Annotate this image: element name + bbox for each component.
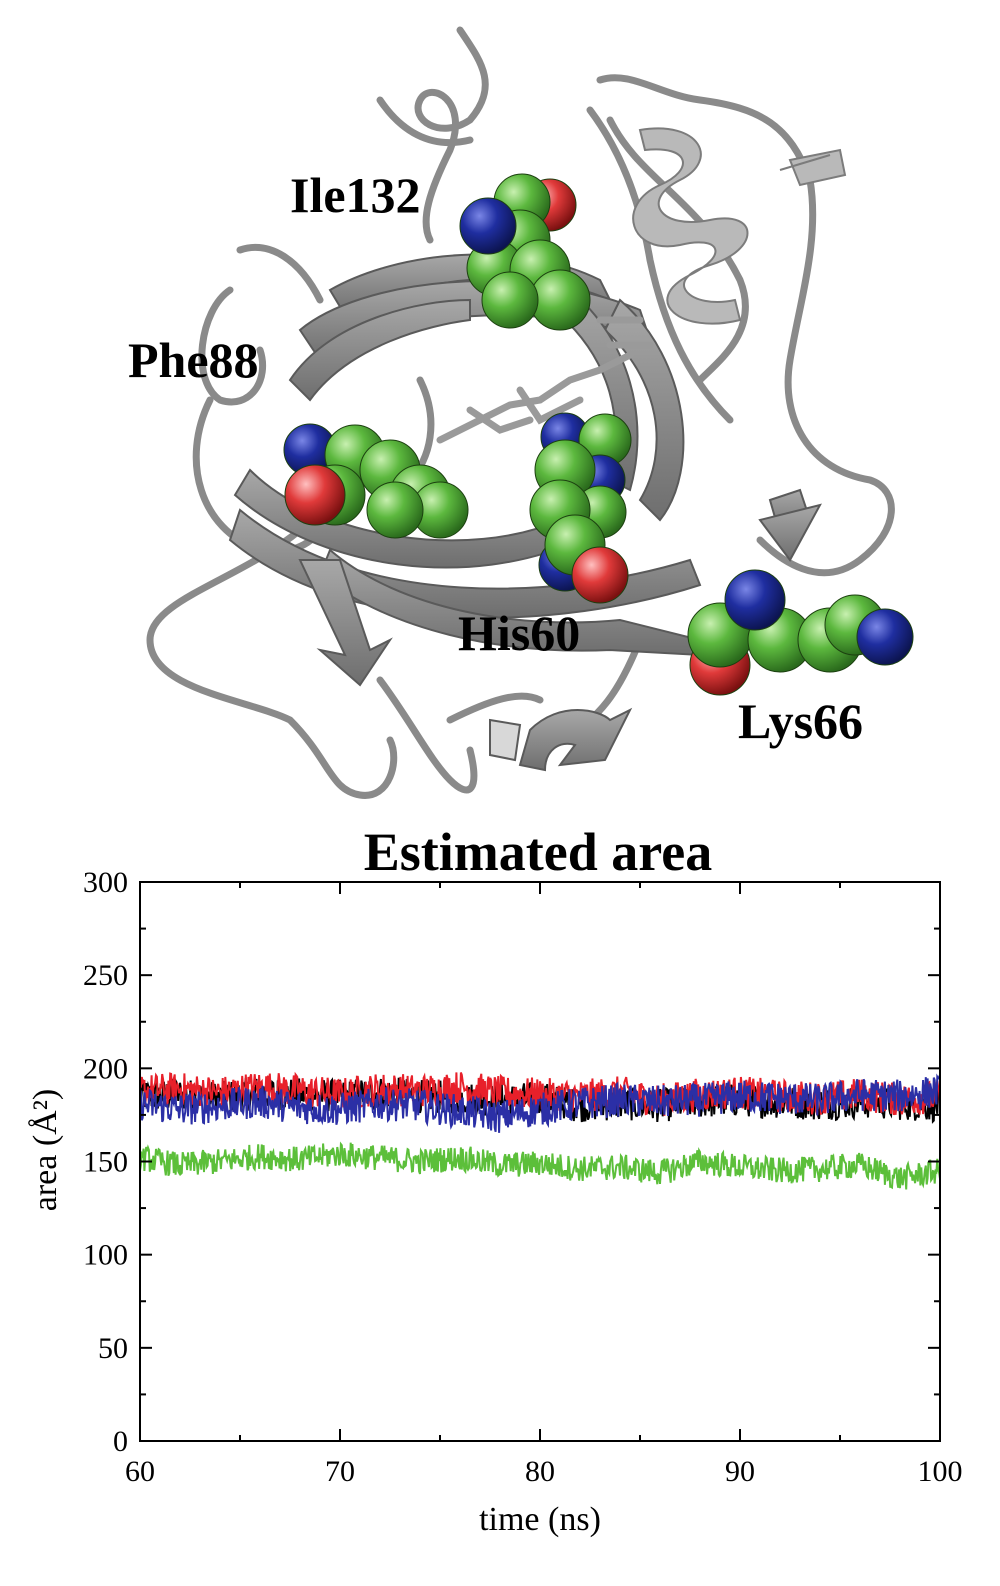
x-tick-label: 90	[725, 1455, 755, 1488]
x-tick-label: 80	[525, 1455, 555, 1488]
x-axis-label: time (ns)	[479, 1501, 601, 1538]
his60-spheres	[529, 412, 632, 604]
phe88-spheres	[283, 423, 469, 539]
x-tick-label: 70	[325, 1455, 355, 1488]
y-tick-label: 0	[113, 1425, 128, 1458]
plot-series	[139, 1071, 941, 1190]
protein-loops	[146, 26, 895, 799]
label-phe88: Phe88	[128, 332, 259, 388]
plot-frame	[139, 881, 941, 1442]
y-tick-label: 300	[83, 866, 128, 899]
lys66-spheres	[687, 569, 914, 696]
y-tick-label: 200	[83, 1052, 128, 1085]
x-tick-label: 60	[125, 1455, 155, 1488]
protein-structure: Ile132 Phe88 His60 Lys66	[128, 26, 914, 799]
label-lys66: Lys66	[738, 693, 863, 749]
y-tick-label: 150	[83, 1146, 128, 1179]
stick-side-chains	[436, 316, 654, 444]
y-tick-label: 250	[83, 959, 128, 992]
chart-title: Estimated area	[364, 822, 712, 882]
y-axis-label: area (Å²)	[27, 1089, 64, 1212]
x-tick-labels: 60 70 80 90 100	[125, 1455, 963, 1488]
y-tick-label: 50	[98, 1332, 128, 1365]
label-ile132: Ile132	[290, 167, 421, 223]
series-line	[139, 1073, 941, 1133]
alpha-helix	[632, 127, 847, 325]
area-chart: Estimated area 60 70 80 90 100 0 50 100 150 200 2…	[27, 822, 963, 1538]
y-tick-label: 100	[83, 1239, 128, 1272]
label-his60: His60	[458, 605, 580, 661]
x-tick-label: 100	[918, 1455, 963, 1488]
ile132-spheres	[459, 173, 591, 331]
series-line	[139, 1141, 941, 1190]
y-tick-labels: 0 50 100 150 200 250 300	[83, 866, 128, 1458]
